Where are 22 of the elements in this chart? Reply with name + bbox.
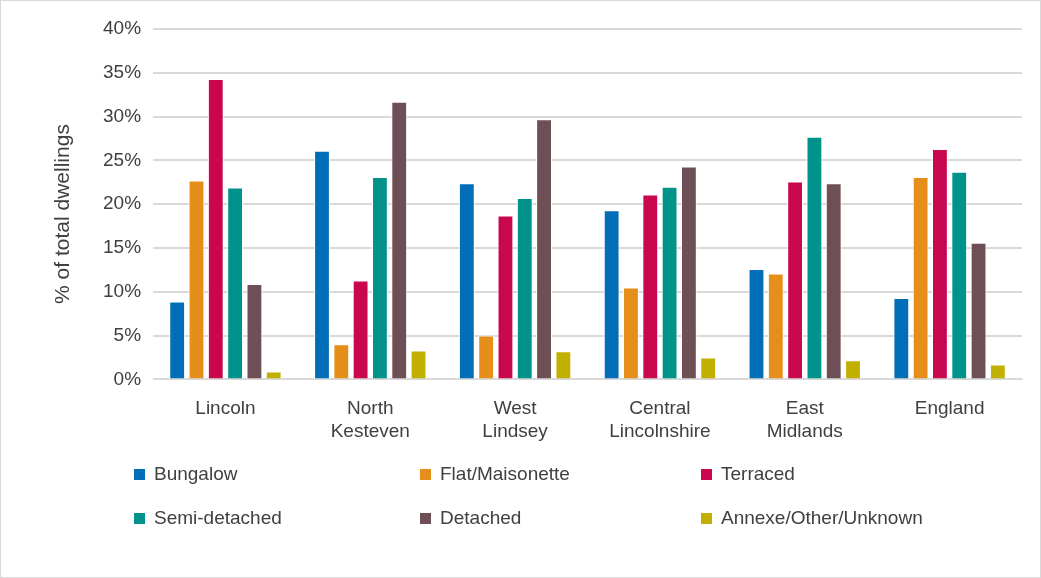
y-tick-label: 10% (103, 280, 142, 302)
x-tick-label: England (914, 397, 985, 419)
y-tick-label: 40% (103, 17, 142, 39)
legend-label: Annexe/Other/Unknown (721, 507, 923, 529)
x-tick-label: Central Lincolnshire (609, 397, 711, 441)
legend-label: Flat/Maisonette (440, 463, 570, 485)
legend-label: Terraced (721, 463, 795, 485)
y-tick-label: 30% (103, 104, 142, 126)
y-tick-label: 20% (103, 192, 142, 214)
legend-label: Detached (440, 507, 522, 529)
x-tick-label: East Midlands (766, 397, 843, 441)
y-tick-label: 0% (113, 367, 142, 389)
x-tick-label: Lincoln (195, 397, 256, 419)
y-tick-label: 15% (103, 236, 142, 258)
legend-label: Semi-detached (154, 507, 282, 529)
y-tick-label: 35% (103, 61, 142, 83)
legend-label: Bungalow (154, 463, 238, 485)
y-tick-label: 25% (103, 148, 142, 170)
x-tick-label: West Lindsey (482, 397, 549, 441)
y-axis-title: % of total dwellings (50, 124, 74, 304)
x-tick-label: North Kesteven (330, 397, 410, 441)
y-tick-label: 5% (113, 323, 142, 345)
